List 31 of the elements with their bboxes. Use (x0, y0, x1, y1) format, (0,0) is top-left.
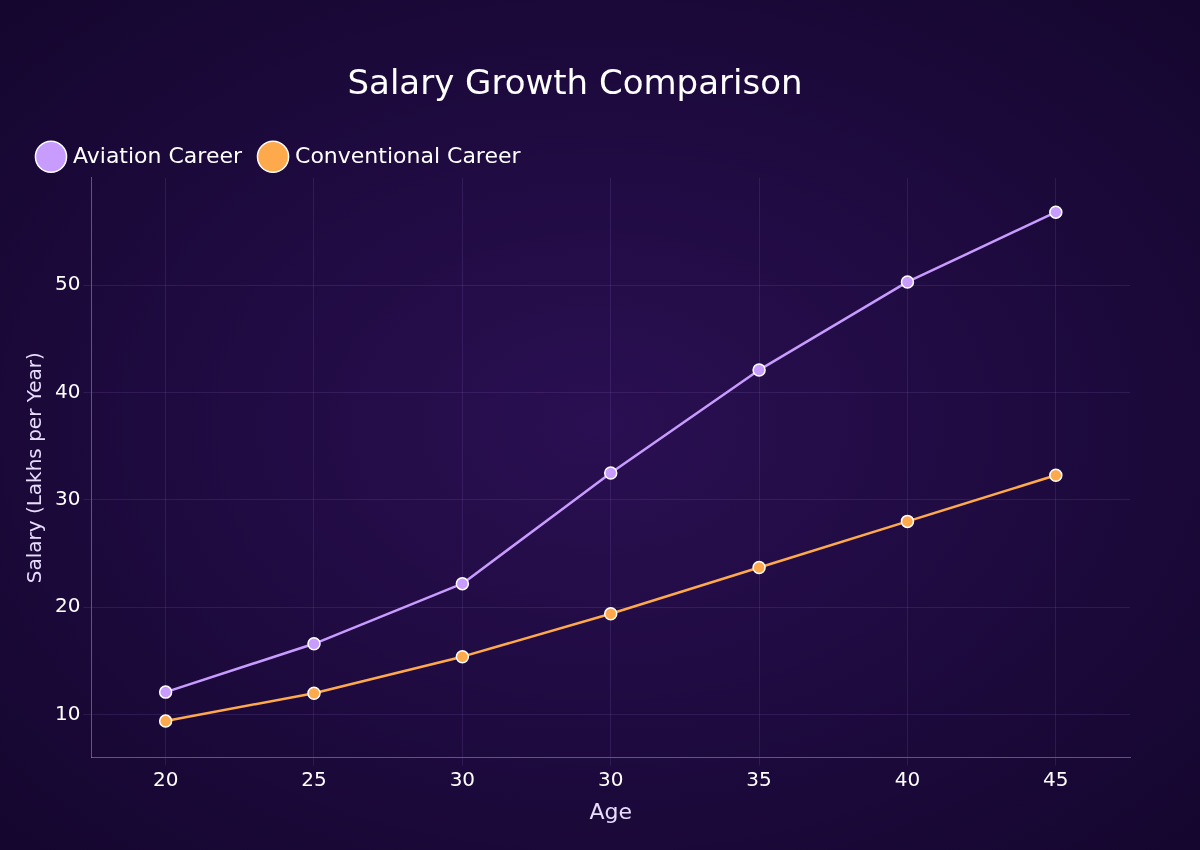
point (158, 685, 173, 699)
point (455, 649, 470, 664)
x-tick-label: 30 (598, 766, 624, 791)
y-tick-label: 10 (55, 700, 81, 725)
x-tick-label: 20 (152, 766, 179, 791)
x-tick-label: 45 (1043, 766, 1069, 791)
point (603, 606, 618, 621)
y-tick-label: 30 (55, 486, 81, 511)
y-tick-label: 50 (55, 271, 81, 296)
point (752, 560, 766, 575)
legend-label: Conventional Career (295, 142, 522, 168)
x-axis-title: Age (589, 798, 633, 824)
legend-label: Aviation Career (73, 142, 243, 168)
x-tick-label: 40 (894, 766, 921, 791)
x-tick-label: 25 (301, 766, 327, 791)
point (158, 714, 173, 728)
point (603, 466, 618, 480)
x-tick-label: 35 (746, 766, 772, 791)
chart-title: Salary Growth Comparison (347, 62, 803, 103)
point (307, 637, 321, 651)
point (1049, 468, 1063, 482)
y-tick-label: 20 (55, 593, 81, 618)
point (900, 275, 915, 289)
y-axis-title: Salary (Lakhs per Year) (22, 352, 47, 584)
point (1049, 205, 1063, 219)
point (455, 576, 470, 591)
point (307, 686, 321, 700)
x-tick-label: 30 (449, 766, 476, 791)
point (752, 363, 766, 377)
y-tick-label: 40 (55, 378, 81, 403)
point (900, 514, 915, 529)
